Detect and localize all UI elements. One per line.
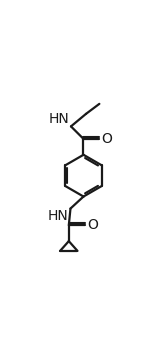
Text: HN: HN [49, 112, 70, 126]
Text: O: O [102, 132, 112, 146]
Text: O: O [87, 218, 98, 232]
Text: HN: HN [48, 209, 69, 223]
